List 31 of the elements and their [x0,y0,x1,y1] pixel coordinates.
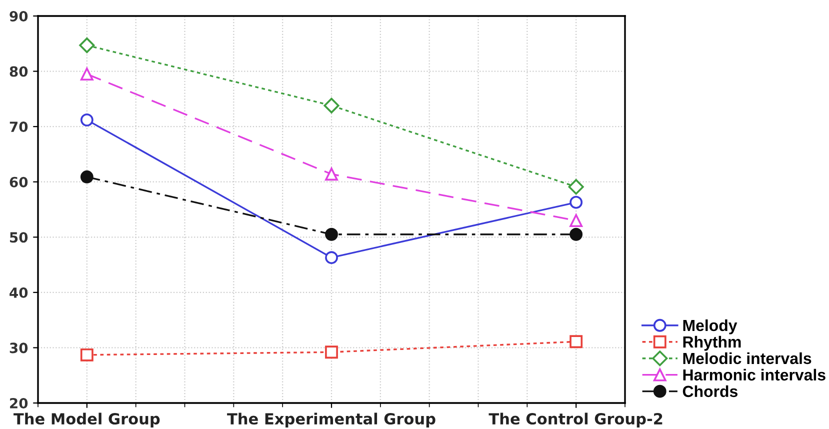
point [80,113,94,126]
y-tick-label: 50 [10,232,28,243]
point [570,228,583,241]
point [324,98,340,114]
point [325,168,338,181]
point [80,170,94,184]
point [325,251,338,264]
y-tick-label: 70 [10,122,28,132]
y-tick-label: 90 [10,10,28,22]
point [80,348,94,362]
x-tick-label: The Experimental Group [227,412,436,428]
point [325,346,338,359]
point [79,38,95,54]
legend-label: Melody [683,319,738,334]
y-tick-label: 40 [10,287,28,298]
x-tick-label: The Model Group [14,412,160,428]
point [568,179,584,195]
point [570,335,583,348]
point [80,68,94,81]
y-tick-label: 20 [10,398,28,408]
legend-label: Melodic intervals [683,352,812,364]
legend-label: Chords [682,385,738,398]
point [570,196,583,209]
legend-label: Rhythm [683,336,741,351]
legend-label: Harmonic intervals [683,368,826,381]
x-tick-label: The Control Group-2 [488,412,662,428]
y-tick-label: 30 [10,342,28,354]
point [325,228,338,241]
y-tick-label: 60 [10,176,28,188]
y-tick-label: 80 [10,66,28,77]
point [570,214,583,228]
